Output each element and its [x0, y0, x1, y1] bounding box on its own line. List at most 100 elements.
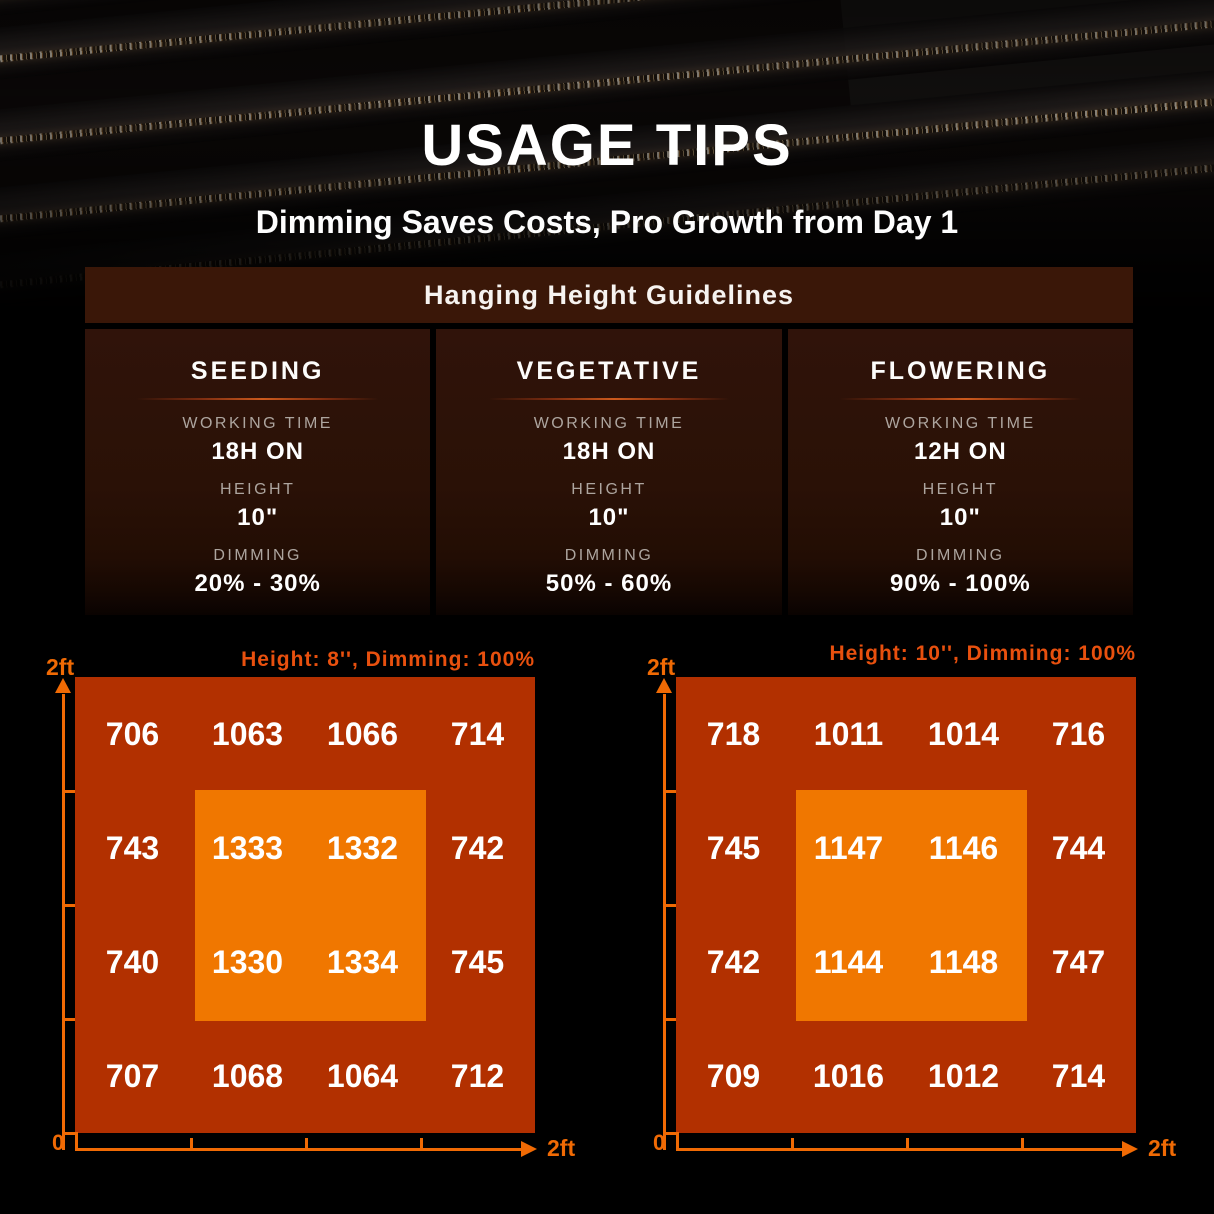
axis-tick: [906, 1138, 909, 1149]
y-axis-line: [663, 694, 666, 1150]
ppfd-value-cell: 742: [450, 829, 505, 866]
axis-tick: [420, 1138, 423, 1149]
ppfd-value-cell: 1146: [928, 829, 999, 866]
ppfd-map-height-10: Height: 10'', Dimming: 100% 2ft 718 1011…: [643, 638, 1214, 1198]
map-title: Height: 8'', Dimming: 100%: [241, 648, 535, 671]
axis-tick: [791, 1138, 794, 1149]
working-time-value: 12H ON: [913, 438, 1007, 465]
working-time-value: 18H ON: [562, 438, 656, 465]
divider: [126, 398, 389, 400]
ppfd-value-cell: 1063: [211, 715, 284, 752]
ppfd-value-cell: 709: [706, 1057, 761, 1094]
axis-tick: [190, 1138, 193, 1149]
dimming-value: 20% - 30%: [194, 570, 321, 597]
ppfd-value-cell: 1012: [927, 1057, 1000, 1094]
y-axis-max-label: 2ft: [647, 654, 676, 680]
axis-tick: [1021, 1138, 1024, 1149]
height-value: 10": [939, 504, 981, 531]
x-axis-arrow-icon: [1122, 1141, 1138, 1157]
stage-title: VEGETATIVE: [516, 357, 702, 385]
ppfd-value-cell: 743: [105, 829, 160, 866]
working-time-label: WORKING TIME: [182, 415, 333, 432]
x-axis-line: [676, 1148, 1122, 1151]
ppfd-value-cell: 712: [450, 1057, 505, 1094]
ppfd-value-cell: 718: [706, 715, 761, 752]
stage-panels: SEEDING WORKING TIME 18H ON HEIGHT 10" D…: [85, 329, 1133, 615]
ppfd-center-zone: [795, 790, 1027, 1022]
origin-label: 0: [52, 1130, 65, 1155]
ppfd-value-cell: 1014: [927, 715, 1000, 752]
y-axis-arrow-icon: [656, 678, 672, 693]
axis-tick: [62, 790, 75, 793]
guidelines-header: Hanging Height Guidelines: [85, 267, 1133, 323]
ppfd-value-cell: 1332: [326, 829, 399, 866]
axis-tick: [663, 790, 676, 793]
axis-tick: [663, 904, 676, 907]
dimming-label: DIMMING: [564, 547, 654, 564]
y-axis-line: [62, 694, 65, 1150]
height-label: HEIGHT: [219, 481, 296, 498]
x-axis-max-label: 2ft: [547, 1135, 576, 1161]
ppfd-value-cell: 1064: [326, 1057, 399, 1094]
ppfd-value-cell: 714: [450, 715, 505, 752]
ppfd-value-cell: 1016: [812, 1057, 885, 1094]
ppfd-value-cell: 1011: [813, 715, 884, 752]
ppfd-value-cell: 714: [1051, 1057, 1106, 1094]
ppfd-value-cell: 1333: [211, 829, 284, 866]
ppfd-grid: 718 1011 1014 716 745 1147 1146 744 742 …: [676, 677, 1136, 1133]
x-axis-max-label: 2ft: [1148, 1135, 1177, 1161]
ppfd-outer-zone: 706 1063 1066 714 743 1333 1332 742 740 …: [75, 677, 535, 1133]
working-time-value: 18H ON: [211, 438, 305, 465]
x-axis-arrow-icon: [521, 1141, 537, 1157]
ppfd-value-cell: 747: [1051, 943, 1106, 980]
height-label: HEIGHT: [922, 481, 999, 498]
stage-panel-seeding: SEEDING WORKING TIME 18H ON HEIGHT 10" D…: [85, 329, 431, 615]
ppfd-value-cell: 1148: [928, 943, 999, 980]
ppfd-value-cell: 716: [1051, 715, 1106, 752]
origin-label: 0: [653, 1130, 666, 1155]
page-subtitle: Dimming Saves Costs, Pro Growth from Day…: [255, 204, 959, 240]
ppfd-center-zone: [194, 790, 426, 1022]
ppfd-value-cell: 707: [105, 1057, 160, 1094]
grow-light-photo: USAGE TIPS Dimming Saves Costs, Pro Grow…: [0, 0, 1214, 330]
dimming-label: DIMMING: [213, 547, 302, 564]
ppfd-value-cell: 740: [105, 943, 160, 980]
working-time-label: WORKING TIME: [533, 415, 685, 432]
ppfd-grid: 706 1063 1066 714 743 1333 1332 742 740 …: [75, 677, 535, 1133]
axis-tick: [663, 1018, 676, 1021]
stage-title: FLOWERING: [870, 357, 1051, 385]
y-axis-max-label: 2ft: [46, 654, 75, 680]
working-time-label: WORKING TIME: [885, 415, 1036, 432]
axis-tick: [75, 1132, 78, 1149]
axis-tick: [62, 904, 75, 907]
page-title: USAGE TIPS: [421, 113, 793, 178]
map-title: Height: 10'', Dimming: 100%: [829, 642, 1136, 665]
ppfd-value-cell: 1144: [813, 943, 884, 980]
y-axis-arrow-icon: [55, 678, 71, 693]
ppfd-value-cell: 1147: [813, 829, 884, 866]
divider: [477, 398, 741, 400]
ppfd-value-cell: 706: [105, 715, 160, 752]
stage-panel-vegetative: VEGETATIVE WORKING TIME 18H ON HEIGHT 10…: [436, 329, 782, 615]
axis-tick: [676, 1132, 679, 1149]
axis-tick: [62, 1018, 75, 1021]
axis-tick: [305, 1138, 308, 1149]
ppfd-value-cell: 745: [706, 829, 761, 866]
ppfd-value-cell: 1330: [211, 943, 284, 980]
ppfd-outer-zone: 718 1011 1014 716 745 1147 1146 744 742 …: [676, 677, 1136, 1133]
divider: [829, 398, 1092, 400]
ppfd-value-cell: 742: [706, 943, 761, 980]
axis-tick: [62, 1132, 75, 1135]
ppfd-value-cell: 744: [1051, 829, 1106, 866]
stage-title: SEEDING: [190, 357, 325, 385]
dimming-value: 50% - 60%: [545, 570, 673, 597]
axis-tick: [663, 1132, 676, 1135]
ppfd-value-cell: 1066: [326, 715, 399, 752]
ppfd-map-height-8: Height: 8'', Dimming: 100% 2ft 706 1063 …: [42, 638, 617, 1198]
dimming-value: 90% - 100%: [889, 570, 1031, 597]
x-axis-line: [75, 1148, 521, 1151]
height-value: 10": [588, 504, 630, 531]
stage-panel-flowering: FLOWERING WORKING TIME 12H ON HEIGHT 10"…: [787, 329, 1133, 615]
height-value: 10": [237, 504, 279, 531]
